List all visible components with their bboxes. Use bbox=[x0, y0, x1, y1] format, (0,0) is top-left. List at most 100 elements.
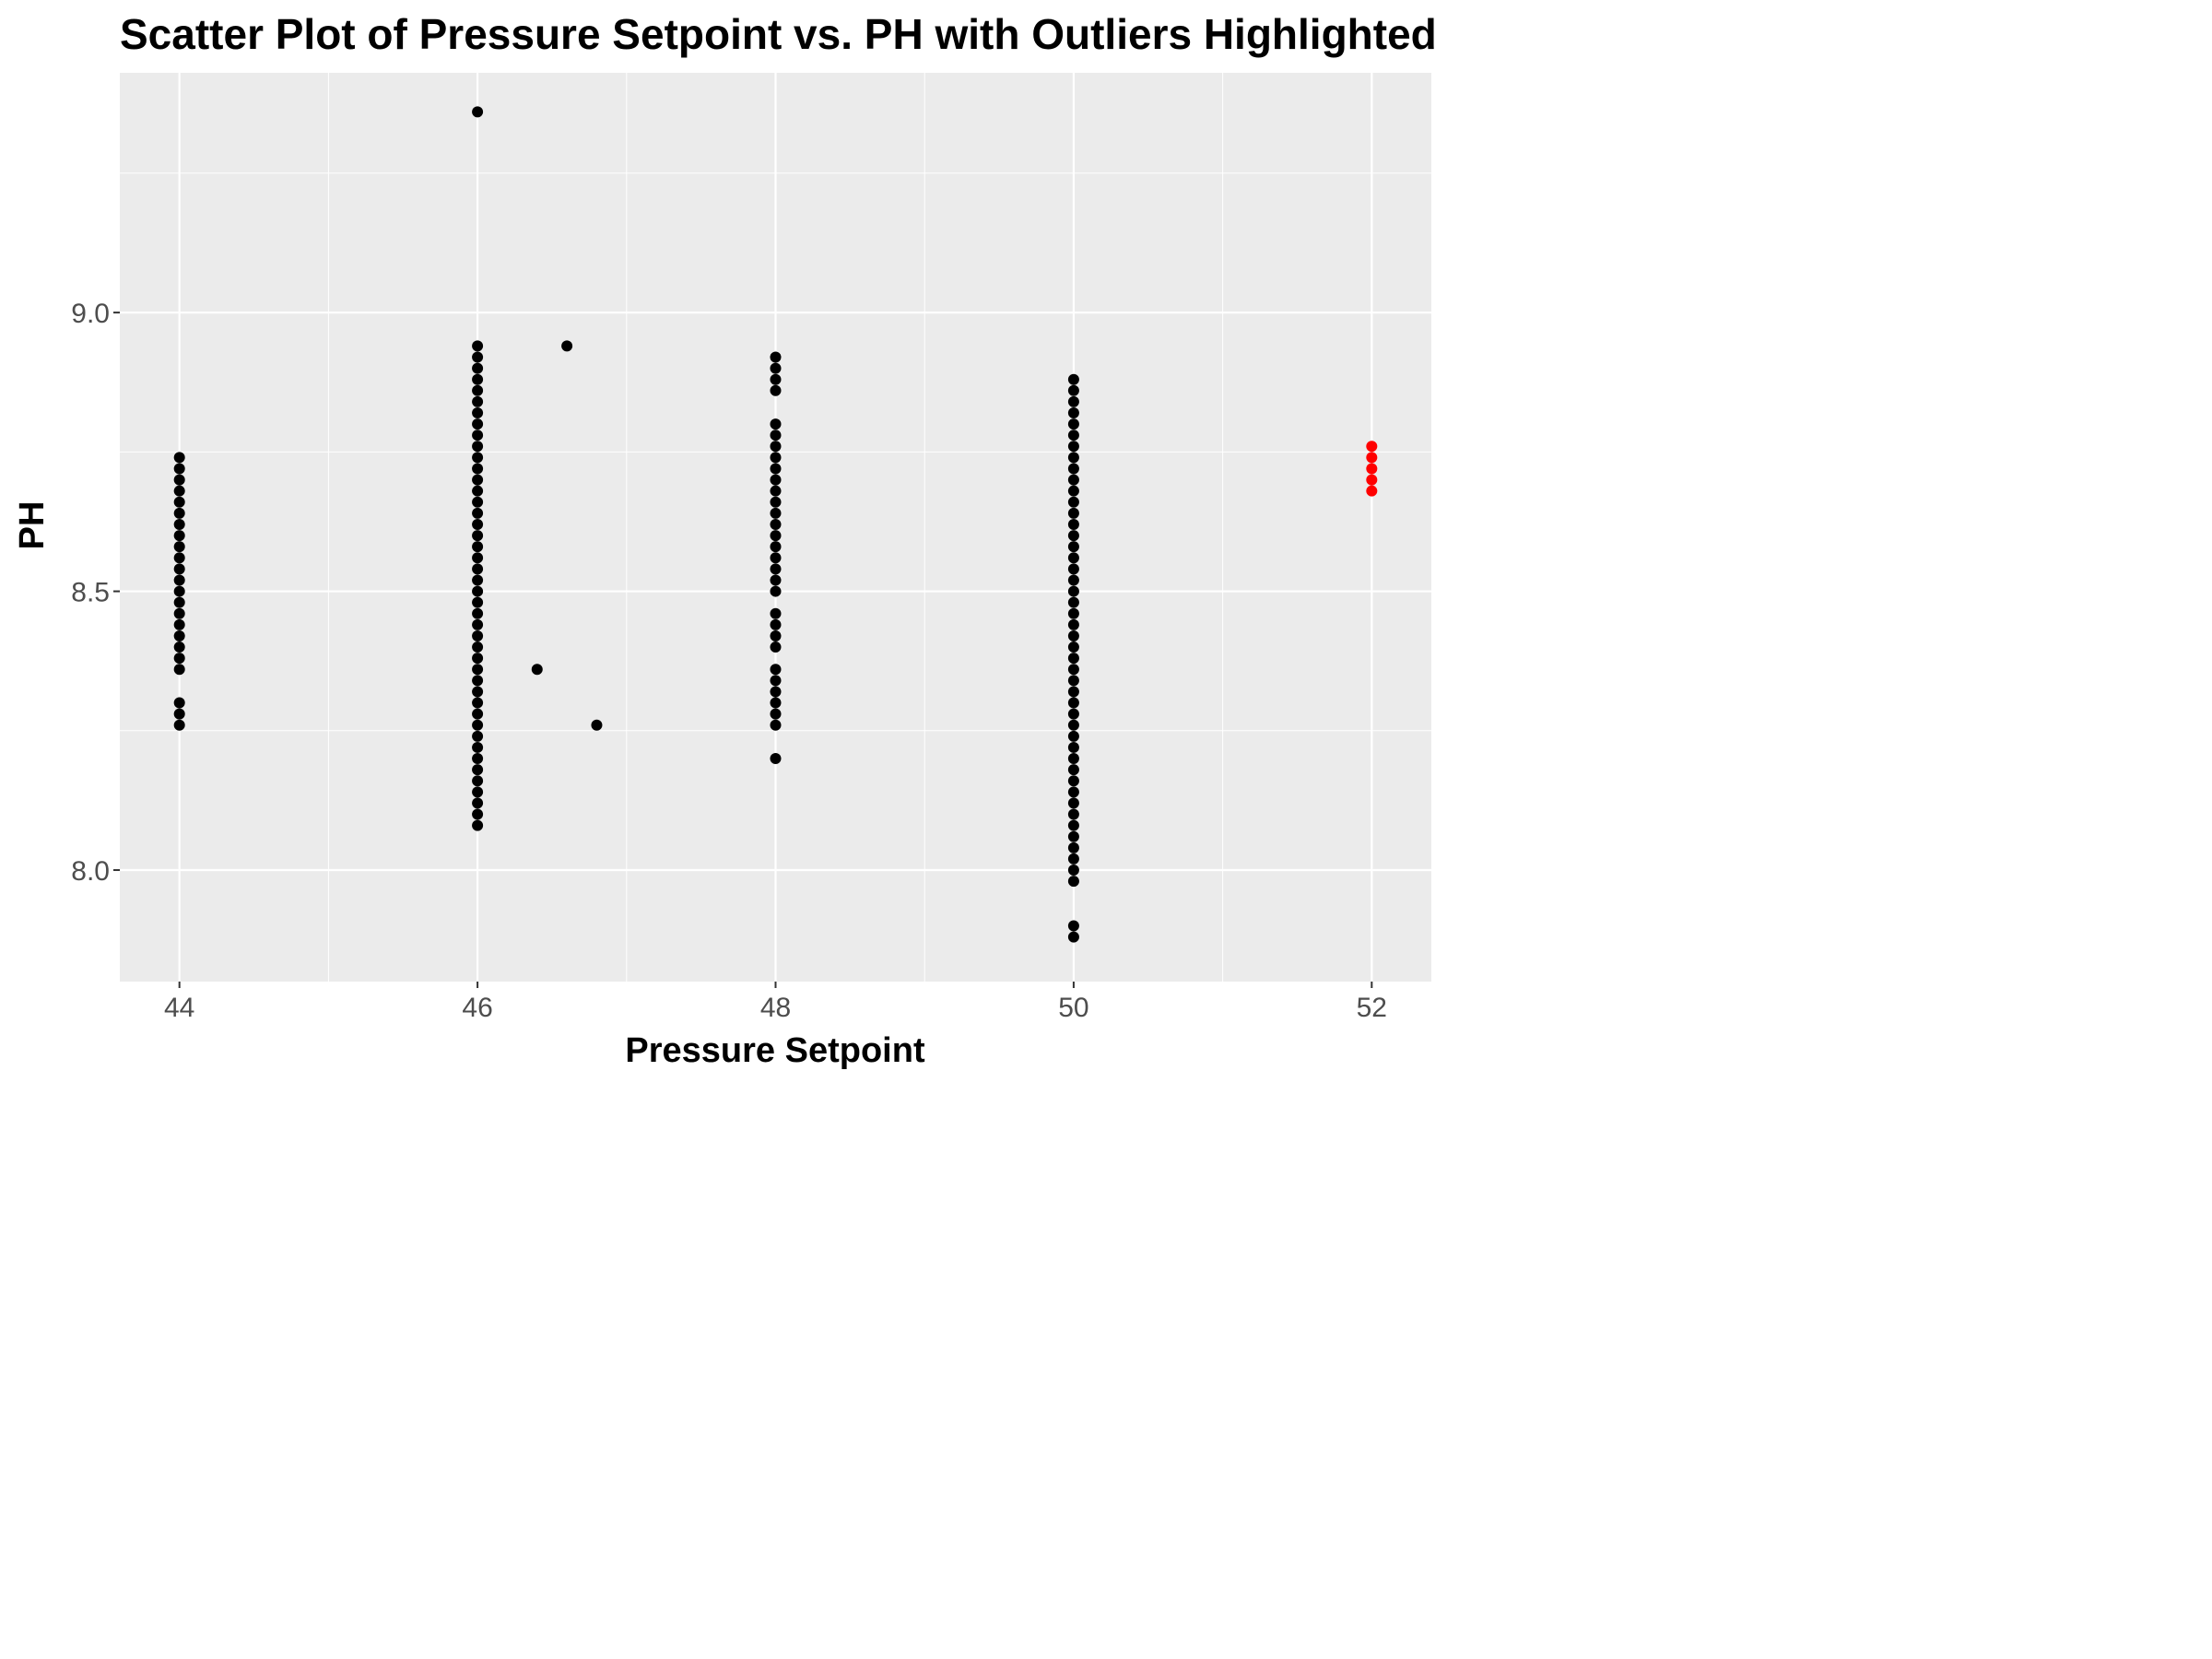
data-point bbox=[173, 629, 185, 641]
data-point bbox=[1067, 452, 1079, 464]
scatter-chart: 44 46 48 50 52 8.0 8.5 9.0 Scatter Plot of Pres… bbox=[13, 10, 1437, 1070]
data-point bbox=[770, 563, 782, 575]
data-point bbox=[1067, 563, 1079, 575]
data-point bbox=[1067, 641, 1079, 653]
outlier-point bbox=[1366, 441, 1378, 453]
data-point bbox=[770, 418, 782, 430]
data-point bbox=[472, 764, 484, 776]
data-point bbox=[173, 530, 185, 542]
tick-labels: 44 46 48 50 52 8.0 8.5 9.0 bbox=[71, 299, 1387, 1023]
data-point bbox=[173, 585, 185, 597]
data-point bbox=[472, 618, 484, 630]
data-point bbox=[173, 574, 185, 586]
data-point bbox=[1067, 753, 1079, 765]
data-point bbox=[472, 697, 484, 709]
data-point bbox=[472, 574, 484, 586]
data-point bbox=[472, 507, 484, 519]
data-point bbox=[1067, 474, 1079, 486]
data-point bbox=[770, 530, 782, 542]
data-point bbox=[1067, 541, 1079, 553]
data-point bbox=[472, 351, 484, 363]
data-point bbox=[1067, 686, 1079, 698]
data-point bbox=[472, 686, 484, 698]
data-point bbox=[472, 808, 484, 820]
x-tick-label: 50 bbox=[1058, 993, 1088, 1023]
data-point bbox=[1067, 574, 1079, 586]
data-point bbox=[1067, 920, 1079, 932]
data-point bbox=[591, 719, 603, 731]
data-point bbox=[1067, 507, 1079, 519]
data-point bbox=[1067, 830, 1079, 842]
data-point bbox=[472, 474, 484, 486]
data-point bbox=[472, 362, 484, 374]
data-point bbox=[173, 618, 185, 630]
data-point bbox=[770, 429, 782, 441]
data-point bbox=[472, 452, 484, 464]
data-point bbox=[1067, 775, 1079, 787]
x-tick-label: 44 bbox=[164, 993, 194, 1023]
data-point bbox=[770, 708, 782, 720]
data-point bbox=[472, 518, 484, 530]
chart-title: Scatter Plot of Pressure Setpoint vs. PH… bbox=[120, 10, 1437, 58]
data-point bbox=[472, 675, 484, 687]
data-point bbox=[1067, 441, 1079, 453]
outlier-point bbox=[1366, 485, 1378, 497]
data-point bbox=[770, 507, 782, 519]
data-point bbox=[472, 340, 484, 352]
y-axis-title: PH bbox=[13, 501, 52, 550]
data-point bbox=[472, 373, 484, 385]
data-point bbox=[1067, 865, 1079, 877]
data-point bbox=[472, 384, 484, 396]
data-point bbox=[1067, 931, 1079, 943]
data-point bbox=[1067, 585, 1079, 597]
data-point bbox=[173, 607, 185, 619]
data-point bbox=[472, 106, 484, 118]
data-point bbox=[770, 574, 782, 586]
data-point bbox=[472, 395, 484, 407]
data-point bbox=[472, 552, 484, 564]
data-point bbox=[173, 485, 185, 497]
data-point bbox=[1067, 764, 1079, 776]
data-point bbox=[173, 708, 185, 720]
data-point bbox=[770, 552, 782, 564]
data-point bbox=[531, 664, 543, 676]
data-point bbox=[173, 653, 185, 665]
data-point bbox=[1067, 708, 1079, 720]
data-point bbox=[173, 596, 185, 608]
data-point bbox=[1067, 406, 1079, 418]
data-point bbox=[1067, 853, 1079, 865]
data-point bbox=[472, 753, 484, 765]
data-point bbox=[1067, 786, 1079, 798]
data-point bbox=[1067, 373, 1079, 385]
data-point bbox=[770, 664, 782, 676]
data-point bbox=[770, 384, 782, 396]
data-point bbox=[472, 485, 484, 497]
data-point bbox=[472, 653, 484, 665]
data-point bbox=[173, 552, 185, 564]
data-point bbox=[1067, 384, 1079, 396]
data-point bbox=[770, 753, 782, 765]
data-point bbox=[173, 641, 185, 653]
data-point bbox=[472, 418, 484, 430]
data-point bbox=[173, 474, 185, 486]
data-point bbox=[1067, 496, 1079, 508]
data-point bbox=[770, 618, 782, 630]
y-tick-label: 9.0 bbox=[71, 299, 110, 329]
data-point bbox=[770, 541, 782, 553]
x-axis-title: Pressure Setpoint bbox=[625, 1031, 925, 1070]
outlier-point bbox=[1366, 463, 1378, 475]
data-point bbox=[770, 463, 782, 475]
data-point bbox=[770, 607, 782, 619]
data-point bbox=[1067, 418, 1079, 430]
data-point bbox=[770, 697, 782, 709]
outlier-point bbox=[1366, 452, 1378, 464]
data-point bbox=[1067, 518, 1079, 530]
data-point bbox=[173, 507, 185, 519]
data-point bbox=[472, 429, 484, 441]
data-point bbox=[1067, 596, 1079, 608]
data-point bbox=[561, 340, 573, 352]
data-point bbox=[472, 730, 484, 742]
data-point bbox=[1067, 841, 1079, 853]
data-point bbox=[770, 485, 782, 497]
axis-ticks bbox=[113, 312, 1373, 988]
